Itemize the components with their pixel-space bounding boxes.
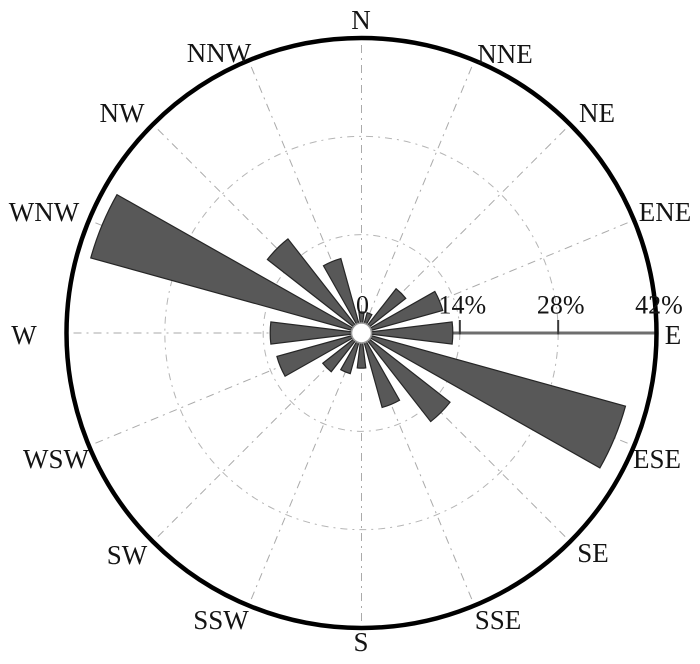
compass-label-ene: ENE	[639, 197, 691, 227]
compass-label-nne: NNE	[477, 39, 533, 69]
wedge-sw	[321, 332, 362, 373]
axis-tick-label-28pct: 28%	[537, 291, 585, 320]
axis-tick-label-14pct: 14%	[438, 291, 486, 320]
compass-label-e: E	[665, 320, 682, 350]
compass-label-sse: SSE	[475, 605, 522, 635]
wedge-ene	[361, 290, 444, 334]
axis-tick-label-42pct: 42%	[635, 291, 683, 320]
compass-label-nw: NW	[100, 98, 145, 128]
wedge-w	[269, 321, 362, 345]
radial-gridline-se	[361, 332, 571, 542]
compass-label-ssw: SSW	[193, 605, 249, 635]
radial-gridline-sw	[152, 332, 362, 542]
compass-label-sw: SW	[107, 540, 148, 570]
compass-label-n: N	[351, 5, 371, 35]
wedge-nnw	[322, 257, 363, 334]
wedge-nw	[266, 238, 362, 334]
radial-gridline-ssw	[248, 332, 362, 606]
wedge-wnw	[90, 193, 362, 334]
wedge-ssw	[339, 332, 363, 375]
wedge-ne	[361, 287, 407, 334]
radial-gridline-nw	[152, 124, 362, 334]
wedge-sse	[360, 332, 401, 409]
radial-gridline-nnw	[248, 60, 362, 334]
compass-label-nnw: NNW	[187, 38, 252, 68]
compass-label-w: W	[11, 320, 37, 350]
radial-gridline-sse	[361, 332, 475, 606]
compass-label-se: SE	[577, 538, 609, 568]
axis-tick-label-0: 0	[356, 291, 369, 320]
radial-gridline-ene	[361, 219, 635, 334]
radial-gridline-ne	[361, 124, 571, 334]
outer-ring	[64, 35, 659, 631]
radial-gridline-wsw	[88, 332, 362, 447]
wedge-ese	[361, 332, 627, 469]
compass-label-wsw: WSW	[23, 444, 90, 474]
radial-gridline-nne	[361, 60, 475, 334]
compass-label-ese: ESE	[633, 444, 681, 474]
compass-label-s: S	[353, 627, 368, 657]
wedge-s	[356, 332, 367, 369]
wedge-wsw	[276, 332, 362, 378]
compass-label-wnw: WNW	[9, 197, 80, 227]
wedge-e	[361, 321, 454, 345]
compass-label-ne: NE	[579, 98, 615, 128]
center-hub	[350, 322, 373, 344]
wedge-se	[361, 332, 451, 423]
